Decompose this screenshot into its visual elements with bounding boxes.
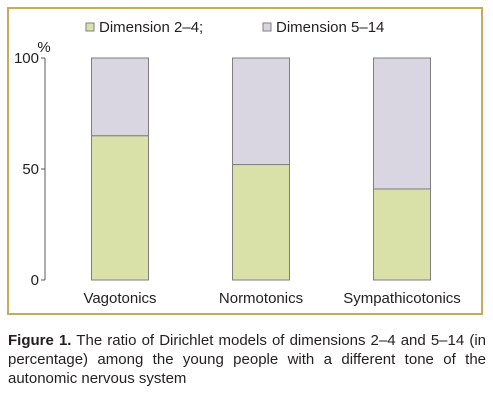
category-label: Vagotonics xyxy=(83,290,156,307)
bar-segment-dim-2-4 xyxy=(232,164,290,281)
category-label: Sympathicotonics xyxy=(343,290,461,307)
category-labels: Vagotonics Normotonics Sympathicotonics xyxy=(83,290,460,307)
bars xyxy=(91,57,431,281)
y-tick-label: 0 xyxy=(31,272,39,289)
bar-segment-dim-5-14 xyxy=(373,57,431,190)
axes: % 0 50 100 xyxy=(14,39,51,289)
bar-segment-dim-5-14 xyxy=(91,57,149,137)
legend-label: Dimension 2–4; xyxy=(99,19,203,36)
legend-label: Dimension 5–14 xyxy=(276,19,384,36)
legend-swatch xyxy=(85,22,95,32)
category-label: Normotonics xyxy=(219,290,303,307)
bar-segment-dim-2-4 xyxy=(373,188,431,281)
legend-swatch xyxy=(262,22,272,32)
figure-caption: Figure 1. The ratio of Dirichlet models … xyxy=(8,331,486,388)
legend: Dimension 2–4; Dimension 5–14 xyxy=(85,19,384,36)
y-tick-label: 50 xyxy=(22,161,39,178)
bar-segment-dim-2-4 xyxy=(91,135,149,281)
caption-label: Figure 1. xyxy=(8,332,72,349)
caption-text: The ratio of Dirichlet models of dimensi… xyxy=(8,332,486,387)
y-tick-label: 100 xyxy=(14,50,39,67)
stacked-bar-chart: Dimension 2–4; Dimension 5–14 % 0 50 100 Vag… xyxy=(14,19,461,307)
y-axis-label: % xyxy=(37,39,50,56)
bar-segment-dim-5-14 xyxy=(232,57,290,166)
